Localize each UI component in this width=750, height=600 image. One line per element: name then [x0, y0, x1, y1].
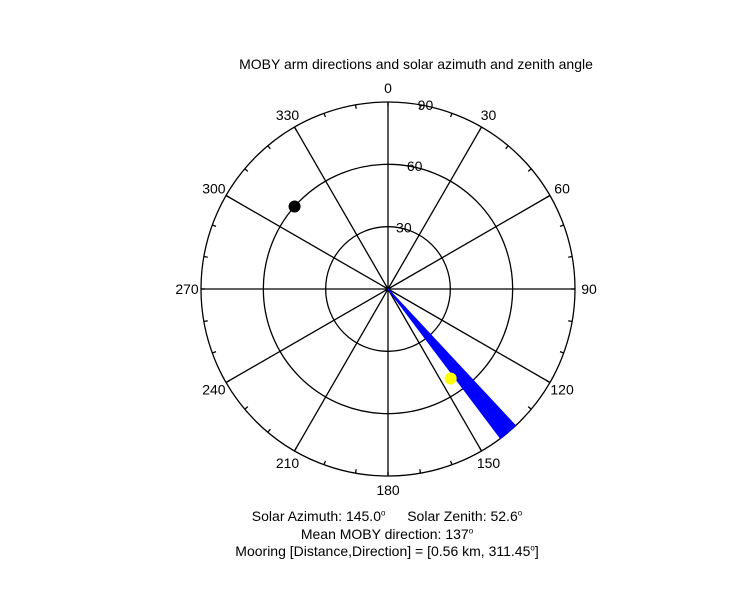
- angle-tick-label-300: 300: [202, 181, 226, 197]
- outer-tick-mark: [559, 224, 564, 228]
- angle-tick-label-240: 240: [202, 382, 226, 398]
- outer-tick-mark: [293, 126, 298, 131]
- mooring-caption: Mooring [Distance,Direction] = [0.56 km,…: [0, 543, 750, 559]
- outer-tick-mark: [527, 168, 532, 172]
- mean-direction-text: Mean MOBY direction: 137: [300, 526, 469, 542]
- angle-tick-label-90: 90: [581, 281, 597, 297]
- polar-data: [288, 200, 517, 440]
- degree-symbol: o: [468, 526, 474, 536]
- outer-tick-mark: [505, 145, 509, 150]
- solar-angles-caption: Solar Azimuth: 145.0o Solar Zenith: 52.6…: [0, 508, 750, 524]
- outer-tick-mark: [559, 350, 564, 354]
- grid-spoke-300: [225, 194, 389, 290]
- outer-tick-mark: [568, 255, 573, 258]
- outer-tick-mark: [546, 379, 551, 384]
- polar-grid: [200, 101, 576, 477]
- polar-tick-labels: 0 30 60 90 120 150 180 210 240 270 300 330 30 60 90: [175, 80, 597, 498]
- grid-spoke-240: [225, 288, 389, 384]
- outer-tick-mark: [212, 350, 217, 354]
- solar-azimuth-text: Solar Azimuth: 145.0: [251, 508, 381, 524]
- mooring-close-bracket: ]: [534, 543, 539, 559]
- solar-zenith-text: Solar Zenith: 52.6: [407, 508, 518, 524]
- radial-tick-label-60: 60: [407, 158, 423, 174]
- chart-title: MOBY arm directions and solar azimuth an…: [239, 56, 593, 72]
- angle-tick-label-330: 330: [276, 107, 300, 123]
- outer-tick-mark: [267, 428, 271, 433]
- angle-tick-label-30: 30: [481, 107, 497, 123]
- mooring-text: Mooring [Distance,Direction] = [0.56 km,…: [235, 543, 531, 559]
- outer-tick-mark: [419, 469, 422, 474]
- grid-spoke-210: [293, 288, 389, 452]
- outer-tick-mark: [323, 113, 327, 118]
- grid-spoke-60: [387, 194, 551, 290]
- outer-tick-mark: [354, 104, 357, 109]
- grid-spoke-30: [387, 126, 483, 290]
- outer-tick-mark: [323, 460, 327, 465]
- grid-spoke-150: [387, 288, 483, 452]
- outer-tick-mark: [225, 379, 230, 384]
- sun-marker: [444, 372, 457, 385]
- outer-tick-mark: [293, 447, 298, 452]
- outer-tick-mark: [419, 104, 422, 109]
- outer-tick-mark: [244, 406, 249, 410]
- outer-tick-mark: [267, 145, 271, 150]
- outer-tick-mark: [546, 194, 551, 199]
- mooring-marker: [288, 200, 301, 213]
- outer-tick-mark: [203, 255, 208, 258]
- outer-tick-mark: [203, 320, 208, 323]
- outer-tick-mark: [244, 168, 249, 172]
- angle-tick-label-270: 270: [175, 281, 199, 297]
- outer-tick-mark: [212, 224, 217, 228]
- grid-spoke-120: [387, 288, 551, 384]
- grid-spoke-330: [293, 126, 389, 290]
- arm-direction-ray: [387, 288, 501, 439]
- mean-direction-caption: Mean MOBY direction: 137o: [0, 526, 750, 542]
- angle-tick-label-120: 120: [550, 382, 574, 398]
- outer-tick-mark: [354, 469, 357, 474]
- radial-tick-label-30: 30: [396, 220, 412, 236]
- degree-symbol: o: [380, 508, 386, 518]
- angle-tick-label-180: 180: [376, 482, 400, 498]
- angle-tick-label-210: 210: [276, 455, 300, 471]
- angle-tick-label-0: 0: [384, 80, 392, 96]
- outer-tick-mark: [225, 194, 230, 199]
- outer-tick-mark: [449, 113, 453, 118]
- outer-tick-mark: [478, 126, 483, 131]
- radial-tick-label-90: 90: [418, 97, 434, 113]
- outer-tick-mark: [568, 320, 573, 323]
- outer-tick-mark: [527, 406, 532, 410]
- degree-symbol: o: [517, 508, 523, 518]
- degree-symbol: o: [530, 543, 535, 553]
- angle-tick-label-150: 150: [477, 455, 501, 471]
- outer-tick-mark: [449, 460, 453, 465]
- outer-tick-mark: [478, 447, 483, 452]
- angle-tick-label-60: 60: [554, 181, 570, 197]
